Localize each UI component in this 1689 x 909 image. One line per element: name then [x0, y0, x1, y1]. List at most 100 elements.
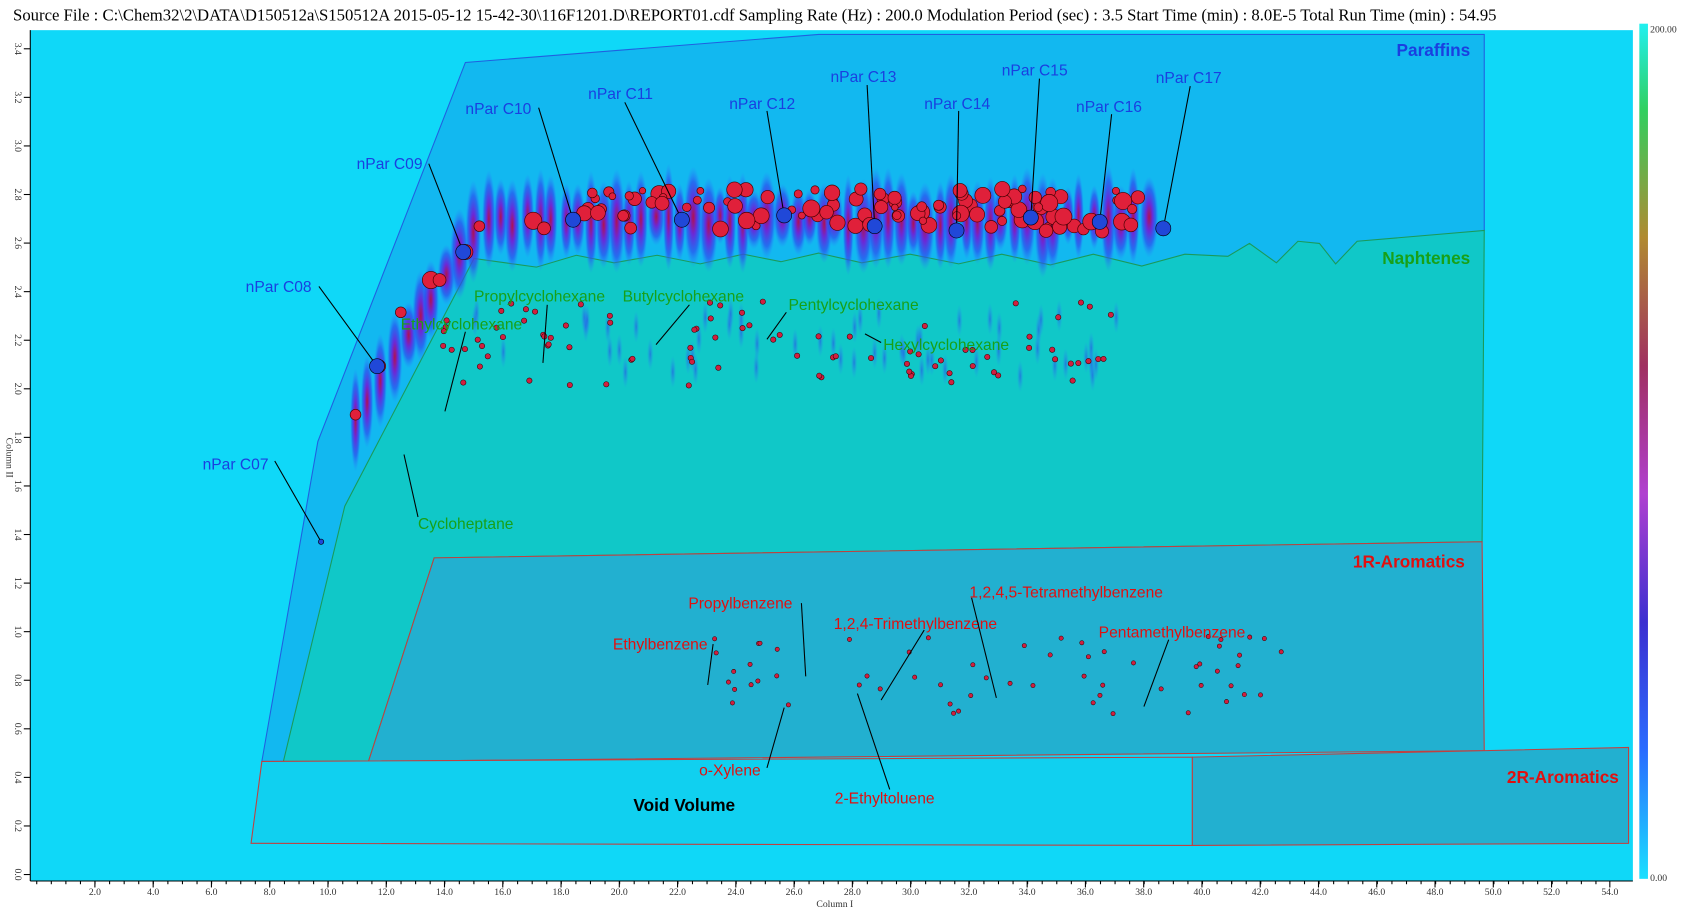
peak-dot	[461, 346, 468, 353]
peak-dot	[904, 360, 910, 367]
peak-dot	[916, 201, 928, 212]
x-tick-label: 12.0	[378, 887, 395, 898]
peak-dot	[1224, 699, 1229, 705]
peak-label: Cycloheptane	[418, 516, 513, 533]
peak-label: nPar C13	[830, 69, 896, 86]
peak-dot	[753, 207, 770, 225]
peak-label: 1,2,4,5-Tetramethylbenzene	[969, 585, 1163, 602]
peak-dot	[1026, 344, 1033, 351]
peak-dot	[1193, 664, 1199, 670]
peak-dot	[521, 317, 528, 324]
peak-dot	[460, 379, 467, 386]
peak-dot	[746, 322, 753, 329]
region-label: 1R-Aromatics	[1353, 552, 1465, 572]
annotations: nPar C07 nPar C08 nPar C09 nPar C10 nPar C11…	[203, 40, 1619, 815]
peak-dot	[932, 363, 939, 370]
blob	[584, 170, 598, 274]
peak-dot	[824, 184, 841, 201]
peak-dot	[997, 216, 1007, 226]
peak-dot	[1075, 360, 1082, 366]
paraffin-peak	[674, 211, 690, 228]
peak-dot	[566, 382, 573, 389]
x-tick-label: 40.0	[1193, 887, 1210, 898]
peak-dot	[1058, 635, 1064, 641]
y-tick-label: 3.2	[12, 91, 23, 103]
blob	[830, 327, 837, 360]
peak-dot	[946, 370, 953, 377]
peak-dot	[1198, 683, 1204, 688]
peak-dot	[1012, 300, 1019, 307]
blob	[871, 336, 878, 370]
blob	[875, 297, 883, 330]
peak-dot	[1090, 700, 1096, 706]
x-tick-label: 32.0	[960, 887, 977, 898]
peak-dot	[1067, 360, 1074, 367]
peak-dot	[685, 382, 692, 389]
peak-dot	[689, 358, 696, 365]
peak-dot	[1235, 663, 1241, 669]
peak-dot	[1111, 186, 1120, 195]
peak-dot	[819, 205, 834, 220]
peak-dot	[473, 220, 486, 232]
peak-dot	[1218, 637, 1224, 643]
peak-label: Ethylcyclohexane	[401, 317, 522, 334]
peak-dot	[682, 202, 692, 212]
peak-dot	[892, 210, 902, 220]
blob	[471, 304, 479, 338]
blob	[900, 337, 908, 370]
peak-dot	[757, 640, 763, 646]
peak-label: 1,2,4-Trimethylbenzene	[834, 616, 997, 633]
x-tick-label: 54.0	[1601, 887, 1618, 898]
peak-dot	[603, 381, 610, 388]
y-tick-label: 1.8	[12, 431, 23, 443]
peak-dot	[1026, 333, 1033, 340]
peak-dot	[715, 364, 722, 371]
peak-dot	[962, 346, 969, 353]
peak-dot	[1131, 660, 1136, 666]
peak-dot	[1018, 184, 1027, 194]
peak-dot	[1205, 634, 1211, 640]
peak-dot	[1097, 692, 1103, 698]
peak-dot	[498, 307, 505, 314]
peak-dot	[1069, 377, 1076, 384]
y-tick-label: 1.2	[12, 577, 23, 589]
blob	[482, 169, 496, 269]
peak-dot	[547, 334, 554, 341]
leader-line	[800, 603, 807, 677]
peak-dot	[1158, 686, 1164, 692]
blob	[956, 304, 963, 337]
blob	[373, 333, 388, 428]
peak-dot	[608, 192, 617, 201]
peak-dot	[1101, 649, 1107, 655]
x-tick-label: 8.0	[264, 887, 276, 898]
leader-line	[542, 304, 548, 363]
paraffin-peak	[1091, 214, 1108, 230]
leader-line	[766, 312, 787, 340]
y-tick-label: 2.8	[12, 188, 23, 200]
leader-line	[856, 693, 891, 790]
peak-dot	[726, 679, 731, 685]
peak-dot	[712, 334, 719, 341]
blob	[500, 335, 507, 369]
peak-dot	[696, 187, 705, 195]
header: Source File : C:\Chem32\2\DATA\D150512a\…	[13, 5, 1496, 24]
peak-dot	[1123, 217, 1139, 233]
x-tick-label: 50.0	[1485, 887, 1502, 898]
x-axis-title: Column I	[816, 899, 853, 909]
y-tick-label: 2.2	[12, 334, 23, 346]
x-tick-label: 36.0	[1077, 887, 1094, 898]
blob	[595, 180, 612, 269]
y-tick-label: 1.0	[12, 626, 23, 638]
blob	[504, 178, 521, 273]
peak-dot	[726, 181, 743, 198]
blob	[604, 311, 612, 344]
leader-line	[655, 304, 690, 345]
y-tick-label: 2.6	[12, 237, 23, 249]
y-tick-label: 0.4	[12, 771, 23, 783]
peak-label: Pentylcyclohexane	[788, 297, 918, 314]
y-tick-label: 3.4	[12, 43, 23, 55]
leader-line	[766, 707, 785, 769]
leader-line	[1143, 639, 1170, 707]
peak-dot	[891, 203, 899, 212]
